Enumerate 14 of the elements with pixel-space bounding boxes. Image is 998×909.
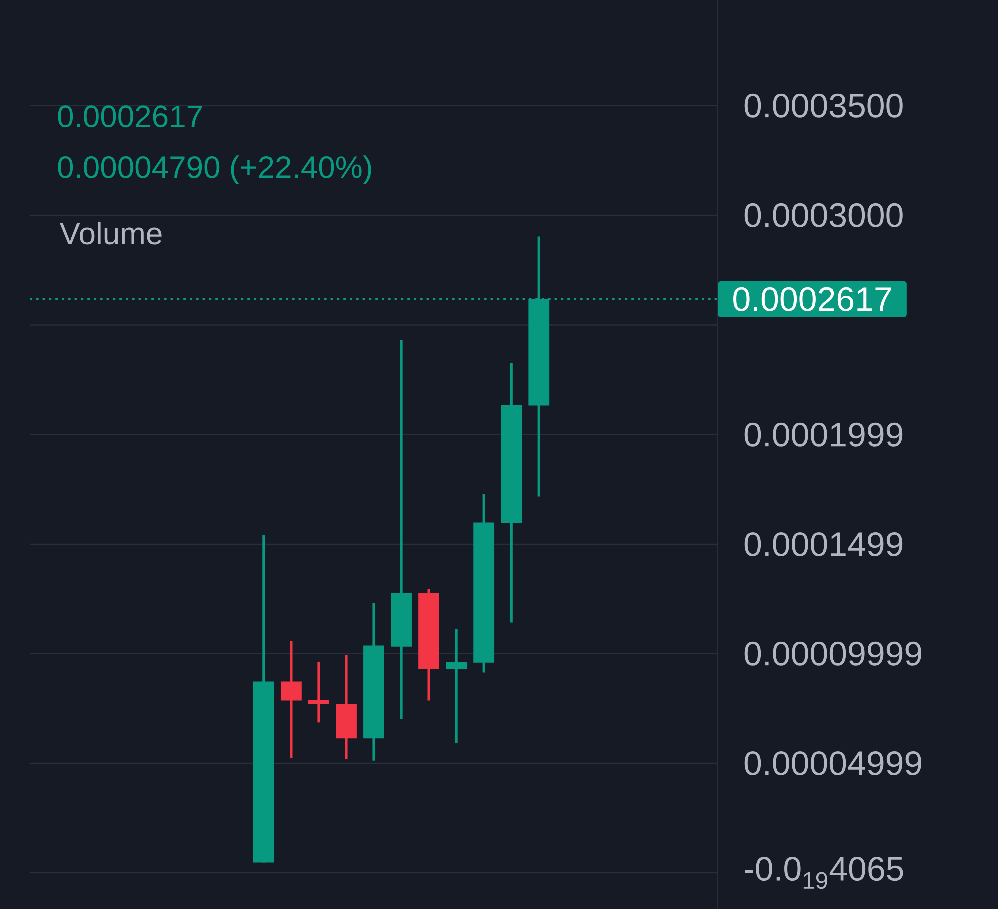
ref-line-label: 0.0002617 xyxy=(734,287,892,312)
candlestick xyxy=(446,628,468,745)
y-tick-label: 0.00004999 xyxy=(744,751,922,776)
y-tick-label: 0.0001499 xyxy=(744,532,903,557)
y-tick-label: 0.0003500 xyxy=(744,94,903,118)
annotation: 0.0002617 xyxy=(58,106,202,128)
annotation: Volume xyxy=(60,222,162,245)
y-tick-label: 0.00009999 xyxy=(744,642,922,666)
y-tick-label: -0.0$_{19}$4065 xyxy=(745,857,904,890)
y-tick-label: 0.0003000 xyxy=(744,203,903,228)
y-tick-label: 0.0001999 xyxy=(744,422,903,447)
candlestick xyxy=(280,640,302,760)
candlestick xyxy=(308,660,330,724)
annotation: 0.00004790 (+22.40%) xyxy=(58,156,372,185)
